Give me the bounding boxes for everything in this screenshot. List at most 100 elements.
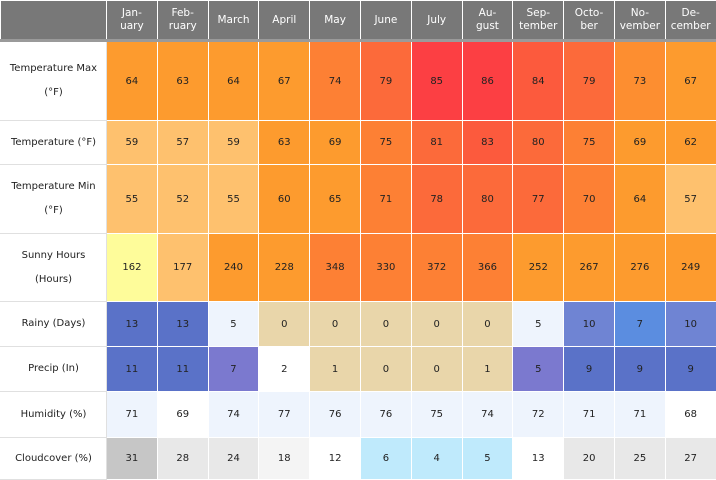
value-cell: 63: [259, 121, 310, 165]
value-cell: 81: [411, 121, 462, 165]
value-cell: 240: [208, 234, 259, 302]
value-cell: 75: [360, 121, 411, 165]
value-cell: 86: [462, 41, 513, 121]
value-cell: 5: [513, 302, 564, 347]
value-cell: 75: [411, 392, 462, 438]
value-cell: 64: [614, 165, 665, 234]
value-cell: 27: [665, 438, 716, 480]
value-cell: 59: [107, 121, 158, 165]
month-header: May: [310, 1, 361, 41]
value-cell: 276: [614, 234, 665, 302]
value-cell: 330: [360, 234, 411, 302]
value-cell: 63: [157, 41, 208, 121]
value-cell: 5: [462, 438, 513, 480]
row-label: Humidity (%): [1, 392, 107, 438]
month-header: Jan-uary: [107, 1, 158, 41]
value-cell: 71: [360, 165, 411, 234]
value-cell: 74: [310, 41, 361, 121]
value-cell: 162: [107, 234, 158, 302]
value-cell: 74: [462, 392, 513, 438]
value-cell: 72: [513, 392, 564, 438]
row-label: Rainy (Days): [1, 302, 107, 347]
value-cell: 267: [564, 234, 615, 302]
value-cell: 71: [614, 392, 665, 438]
month-header: June: [360, 1, 411, 41]
value-cell: 69: [157, 392, 208, 438]
value-cell: 76: [360, 392, 411, 438]
value-cell: 57: [665, 165, 716, 234]
row-label: Temperature Min (°F): [1, 165, 107, 234]
value-cell: 83: [462, 121, 513, 165]
row-label: Sunny Hours (Hours): [1, 234, 107, 302]
header-row: Jan-uary Feb-ruary March April May June …: [1, 1, 716, 41]
value-cell: 31: [107, 438, 158, 480]
value-cell: 9: [665, 347, 716, 392]
value-cell: 0: [411, 347, 462, 392]
value-cell: 79: [564, 41, 615, 121]
month-header: No-vember: [614, 1, 665, 41]
value-cell: 2: [259, 347, 310, 392]
value-cell: 69: [310, 121, 361, 165]
value-cell: 74: [208, 392, 259, 438]
value-cell: 71: [107, 392, 158, 438]
value-cell: 80: [513, 121, 564, 165]
value-cell: 76: [310, 392, 361, 438]
value-cell: 1: [310, 347, 361, 392]
value-cell: 64: [107, 41, 158, 121]
value-cell: 1: [462, 347, 513, 392]
value-cell: 177: [157, 234, 208, 302]
month-header: Octo-ber: [564, 1, 615, 41]
value-cell: 252: [513, 234, 564, 302]
value-cell: 52: [157, 165, 208, 234]
row-label: Temperature Max (°F): [1, 41, 107, 121]
header-corner: [1, 1, 107, 41]
row-label: Cloudcover (%): [1, 438, 107, 480]
value-cell: 65: [310, 165, 361, 234]
value-cell: 20: [564, 438, 615, 480]
value-cell: 84: [513, 41, 564, 121]
value-cell: 24: [208, 438, 259, 480]
value-cell: 372: [411, 234, 462, 302]
month-header: April: [259, 1, 310, 41]
value-cell: 249: [665, 234, 716, 302]
value-cell: 6: [360, 438, 411, 480]
value-cell: 18: [259, 438, 310, 480]
value-cell: 60: [259, 165, 310, 234]
value-cell: 80: [462, 165, 513, 234]
value-cell: 0: [259, 302, 310, 347]
value-cell: 0: [411, 302, 462, 347]
month-header: July: [411, 1, 462, 41]
value-cell: 64: [208, 41, 259, 121]
value-cell: 0: [310, 302, 361, 347]
value-cell: 77: [513, 165, 564, 234]
value-cell: 57: [157, 121, 208, 165]
value-cell: 10: [564, 302, 615, 347]
value-cell: 75: [564, 121, 615, 165]
value-cell: 13: [513, 438, 564, 480]
value-cell: 12: [310, 438, 361, 480]
value-cell: 9: [564, 347, 615, 392]
month-header: March: [208, 1, 259, 41]
value-cell: 0: [462, 302, 513, 347]
value-cell: 11: [157, 347, 208, 392]
row-label: Precip (In): [1, 347, 107, 392]
value-cell: 73: [614, 41, 665, 121]
row-label: Temperature (°F): [1, 121, 107, 165]
value-cell: 78: [411, 165, 462, 234]
value-cell: 11: [107, 347, 158, 392]
value-cell: 79: [360, 41, 411, 121]
value-cell: 4: [411, 438, 462, 480]
value-cell: 228: [259, 234, 310, 302]
month-header: Feb-ruary: [157, 1, 208, 41]
value-cell: 55: [107, 165, 158, 234]
value-cell: 70: [564, 165, 615, 234]
value-cell: 9: [614, 347, 665, 392]
value-cell: 71: [564, 392, 615, 438]
